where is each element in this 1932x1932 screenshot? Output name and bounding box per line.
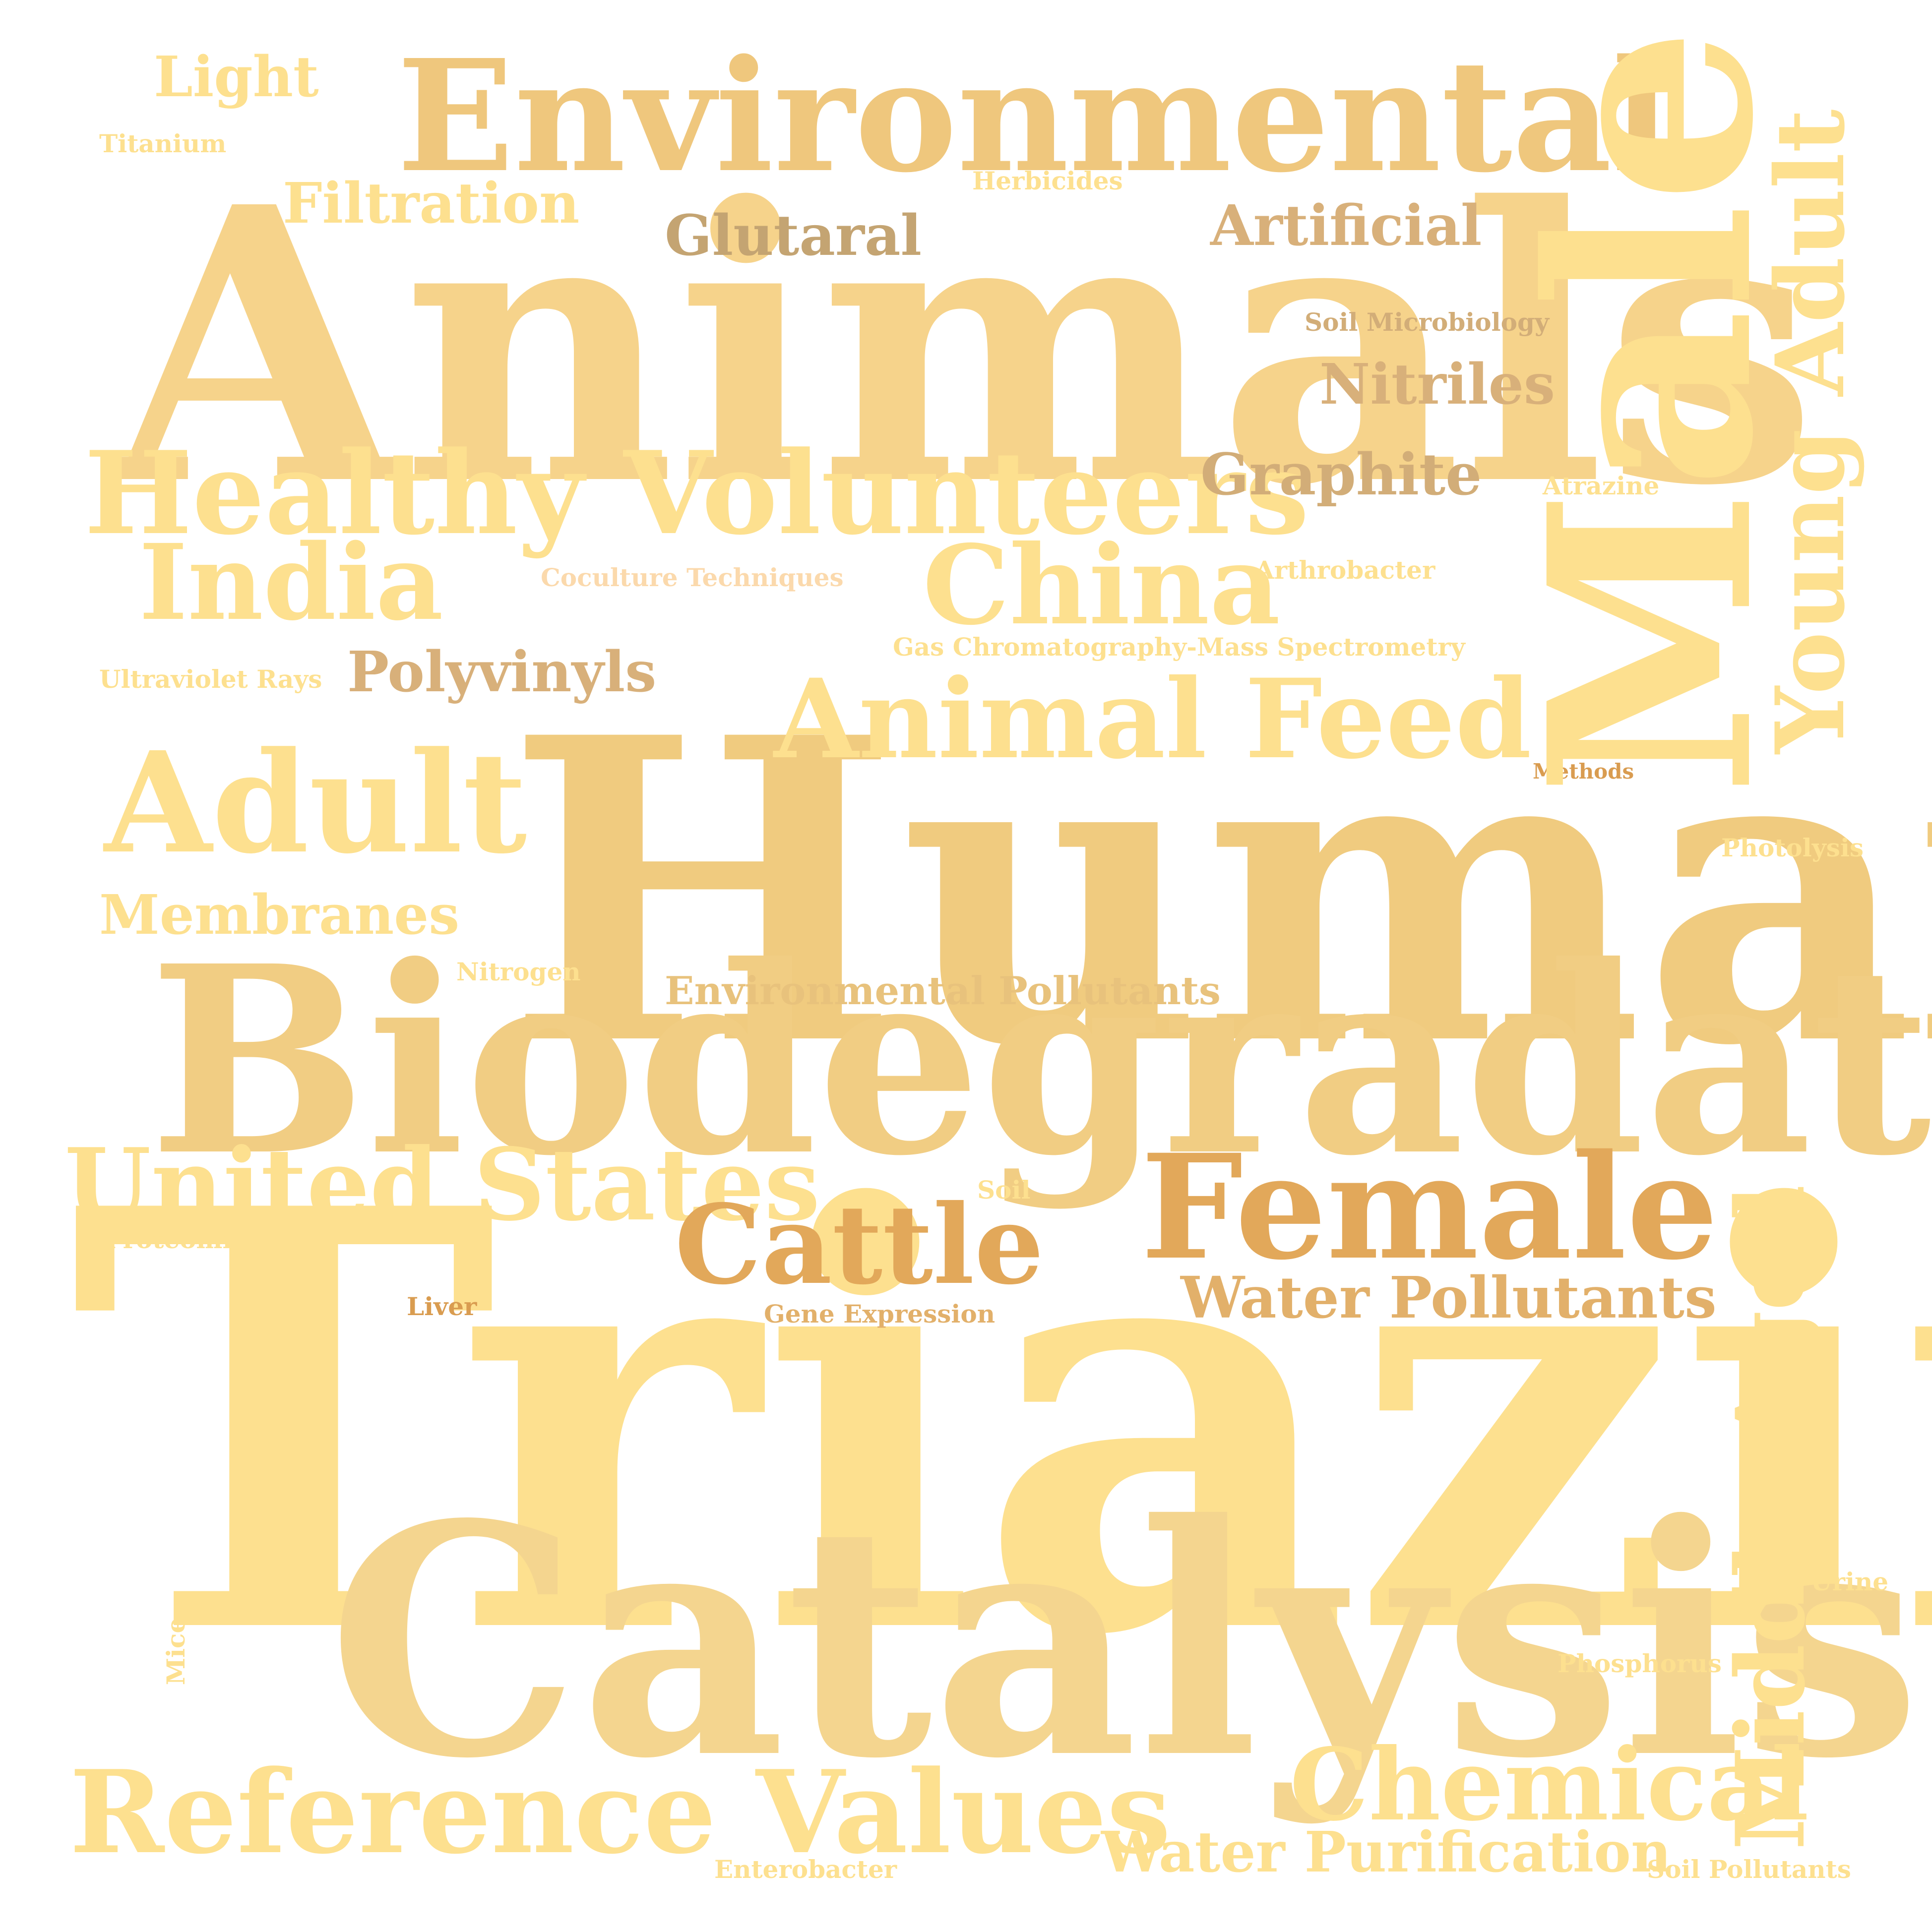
word-water-purification: Water Purification bbox=[1101, 1820, 1672, 1885]
word-enterobacter: Enterobacter bbox=[714, 1855, 897, 1884]
word-titanium: Titanium bbox=[99, 129, 227, 158]
word-methods: Methods bbox=[1533, 759, 1634, 784]
word-artificial: Artificial bbox=[1210, 193, 1482, 258]
word-light: Light bbox=[154, 45, 319, 110]
word-healthy-volunteers: Healthy Volunteers bbox=[84, 426, 1309, 560]
word-environmental: Environmental bbox=[397, 26, 1671, 207]
word-soil-microbiology: Soil Microbiology bbox=[1305, 307, 1549, 337]
word-triazines: Triazines bbox=[69, 1085, 1932, 1761]
word-herbicides: Herbicides bbox=[972, 166, 1123, 195]
word-coculture-techniques: Coculture Techniques bbox=[541, 563, 844, 592]
word-catalysis: Catalysis bbox=[327, 1455, 1922, 1828]
word-china: China bbox=[923, 521, 1281, 649]
word-young-adult: Young Adult bbox=[1755, 109, 1866, 754]
word-environmental-pollutants: Environmental Pollutants bbox=[665, 968, 1221, 1014]
word-humans: Humans bbox=[506, 648, 1932, 1137]
word-photolysis: Photolysis bbox=[1721, 833, 1864, 862]
word-filtration: Filtration bbox=[283, 171, 580, 236]
word-female: Female bbox=[1141, 1123, 1718, 1292]
word-adult: Adult bbox=[104, 722, 527, 885]
word-liver: Liver bbox=[407, 1292, 477, 1321]
word-nitriles: Nitriles bbox=[1319, 352, 1556, 417]
word-middle-aged: Middle Aged bbox=[1715, 1185, 1826, 1850]
word-male: Male bbox=[1489, 27, 1815, 796]
word-proteomics: Proteomics bbox=[104, 1225, 261, 1254]
word-biodegradation: Biodegradation bbox=[149, 909, 1932, 1212]
word-graphite: Graphite bbox=[1200, 441, 1482, 508]
word-soil-pollutants: Soil Pollutants bbox=[1647, 1855, 1851, 1884]
word-chemical: Chemical bbox=[1290, 1727, 1809, 1843]
word-reference-values: Reference Values bbox=[69, 1746, 1171, 1879]
word-water-pollutants: Water Pollutants bbox=[1181, 1265, 1717, 1331]
word-urine: Urine bbox=[1810, 1567, 1889, 1596]
word-cattle: Cattle bbox=[675, 1180, 1044, 1309]
word-atrazine: Atrazine bbox=[1543, 471, 1660, 500]
word-phosphorus: Phosphorus bbox=[1558, 1649, 1722, 1678]
word-glutaral: Glutaral bbox=[665, 203, 922, 268]
word-membranes: Membranes bbox=[99, 883, 460, 947]
word-united-states: United States bbox=[64, 1127, 820, 1243]
word-arthrobacter: Arthrobacter bbox=[1255, 555, 1435, 585]
word-nitrogen: Nitrogen bbox=[456, 957, 581, 986]
word-animals: Animals bbox=[109, 125, 1818, 568]
word-gas-chromatography-mass-spectrometry: Gas Chromatography-Mass Spectrometry bbox=[893, 632, 1465, 662]
word-polyvinyls: Polyvinyls bbox=[347, 640, 657, 705]
word-soil: Soil bbox=[977, 1175, 1031, 1205]
word-india: India bbox=[139, 521, 443, 644]
word-animal-feed: Animal Feed bbox=[774, 655, 1532, 783]
word-ultraviolet-rays: Ultraviolet Rays bbox=[99, 664, 322, 694]
word-mice: Mice bbox=[161, 1617, 190, 1686]
word-gene-expression: Gene Expression bbox=[764, 1299, 996, 1328]
